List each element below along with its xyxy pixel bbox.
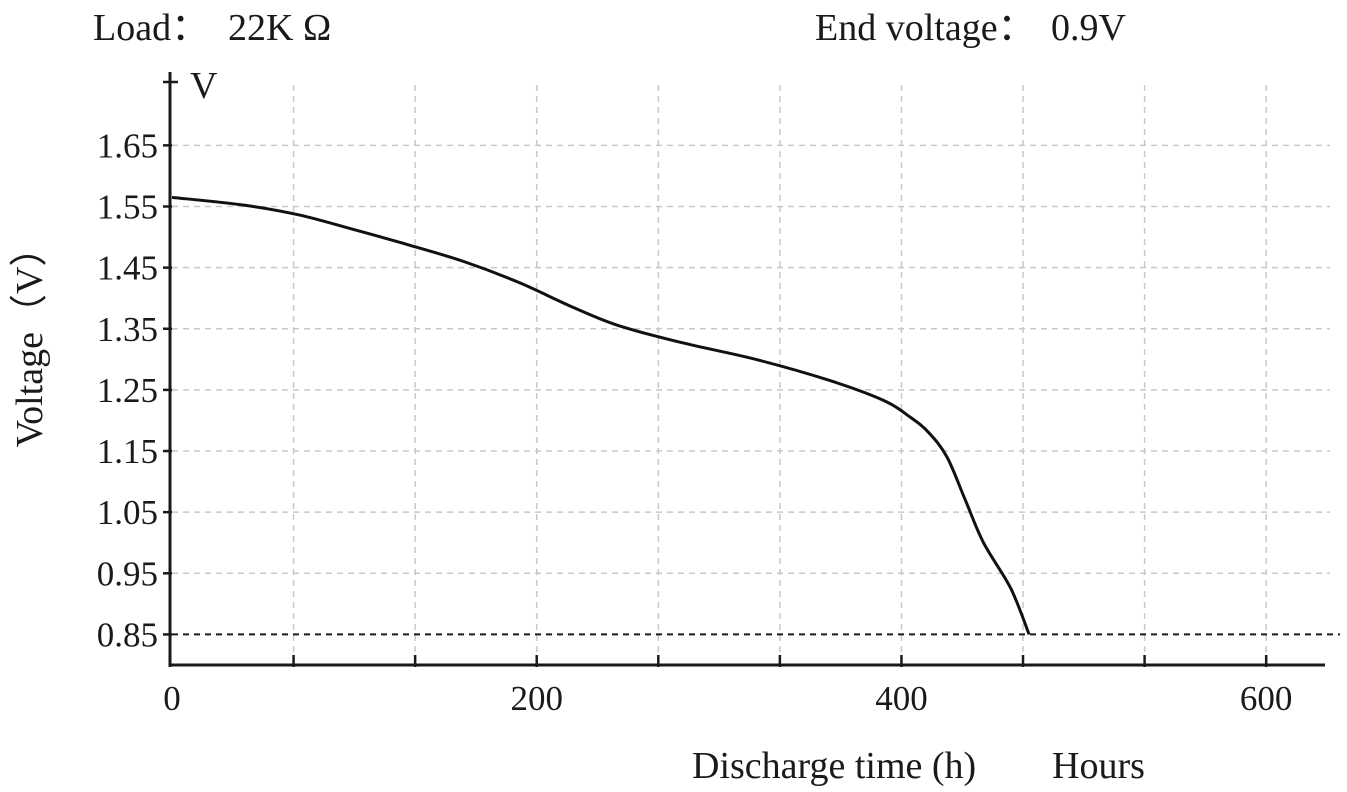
data-point bbox=[1029, 634, 1030, 635]
y-axis-title: Voltage（V） bbox=[9, 229, 51, 448]
data-point bbox=[883, 400, 884, 401]
x-axis-title: Discharge time (h) bbox=[692, 745, 976, 787]
data-point bbox=[828, 380, 829, 381]
data-point bbox=[354, 229, 355, 230]
data-point bbox=[618, 325, 619, 326]
y-unit-label: V bbox=[190, 65, 218, 107]
data-point bbox=[172, 197, 173, 198]
data-point bbox=[947, 457, 948, 458]
y-tick-label: 0.85 bbox=[97, 615, 158, 654]
data-point bbox=[573, 307, 574, 308]
x-tick-label: 200 bbox=[510, 679, 563, 718]
end-voltage-label: End voltage： bbox=[815, 7, 1036, 49]
load-value: 22K Ω bbox=[228, 7, 331, 49]
y-tick-label: 1.25 bbox=[97, 371, 158, 410]
data-point bbox=[910, 417, 911, 418]
x-unit-label: Hours bbox=[1052, 745, 1145, 787]
y-tick-label: 1.05 bbox=[97, 493, 158, 532]
load-label: Load： bbox=[93, 7, 209, 49]
data-point bbox=[682, 342, 683, 343]
y-tick-label: 1.65 bbox=[97, 126, 158, 165]
y-tick-label: 1.55 bbox=[97, 187, 158, 226]
y-tick-label: 1.15 bbox=[97, 432, 158, 471]
data-point bbox=[928, 432, 929, 433]
x-tick-label: 400 bbox=[875, 679, 928, 718]
y-tick-label: 1.35 bbox=[97, 310, 158, 349]
data-point bbox=[518, 282, 519, 283]
data-point bbox=[409, 245, 410, 246]
series-group bbox=[171, 195, 1031, 635]
axis-ticks bbox=[163, 80, 1268, 667]
x-tick-label: 0 bbox=[163, 679, 181, 718]
y-tick-label: 1.45 bbox=[97, 249, 158, 288]
tick-labels: 0.85 0.95 1.05 1.15 1.25 1.35 1.45 1.55 1.65 0 200… bbox=[97, 126, 1293, 718]
x-tick-label: 600 bbox=[1240, 679, 1293, 718]
y-tick-label: 0.95 bbox=[97, 554, 158, 593]
discharge-curve-line bbox=[171, 195, 1031, 635]
end-voltage-value: 0.9V bbox=[1051, 7, 1127, 49]
data-point bbox=[755, 359, 756, 360]
grid-lines bbox=[172, 85, 1330, 665]
data-point bbox=[1010, 588, 1011, 589]
data-point bbox=[299, 215, 300, 216]
data-point bbox=[244, 205, 245, 206]
data-point bbox=[983, 542, 984, 543]
data-point bbox=[463, 261, 464, 262]
data-point bbox=[965, 499, 966, 500]
